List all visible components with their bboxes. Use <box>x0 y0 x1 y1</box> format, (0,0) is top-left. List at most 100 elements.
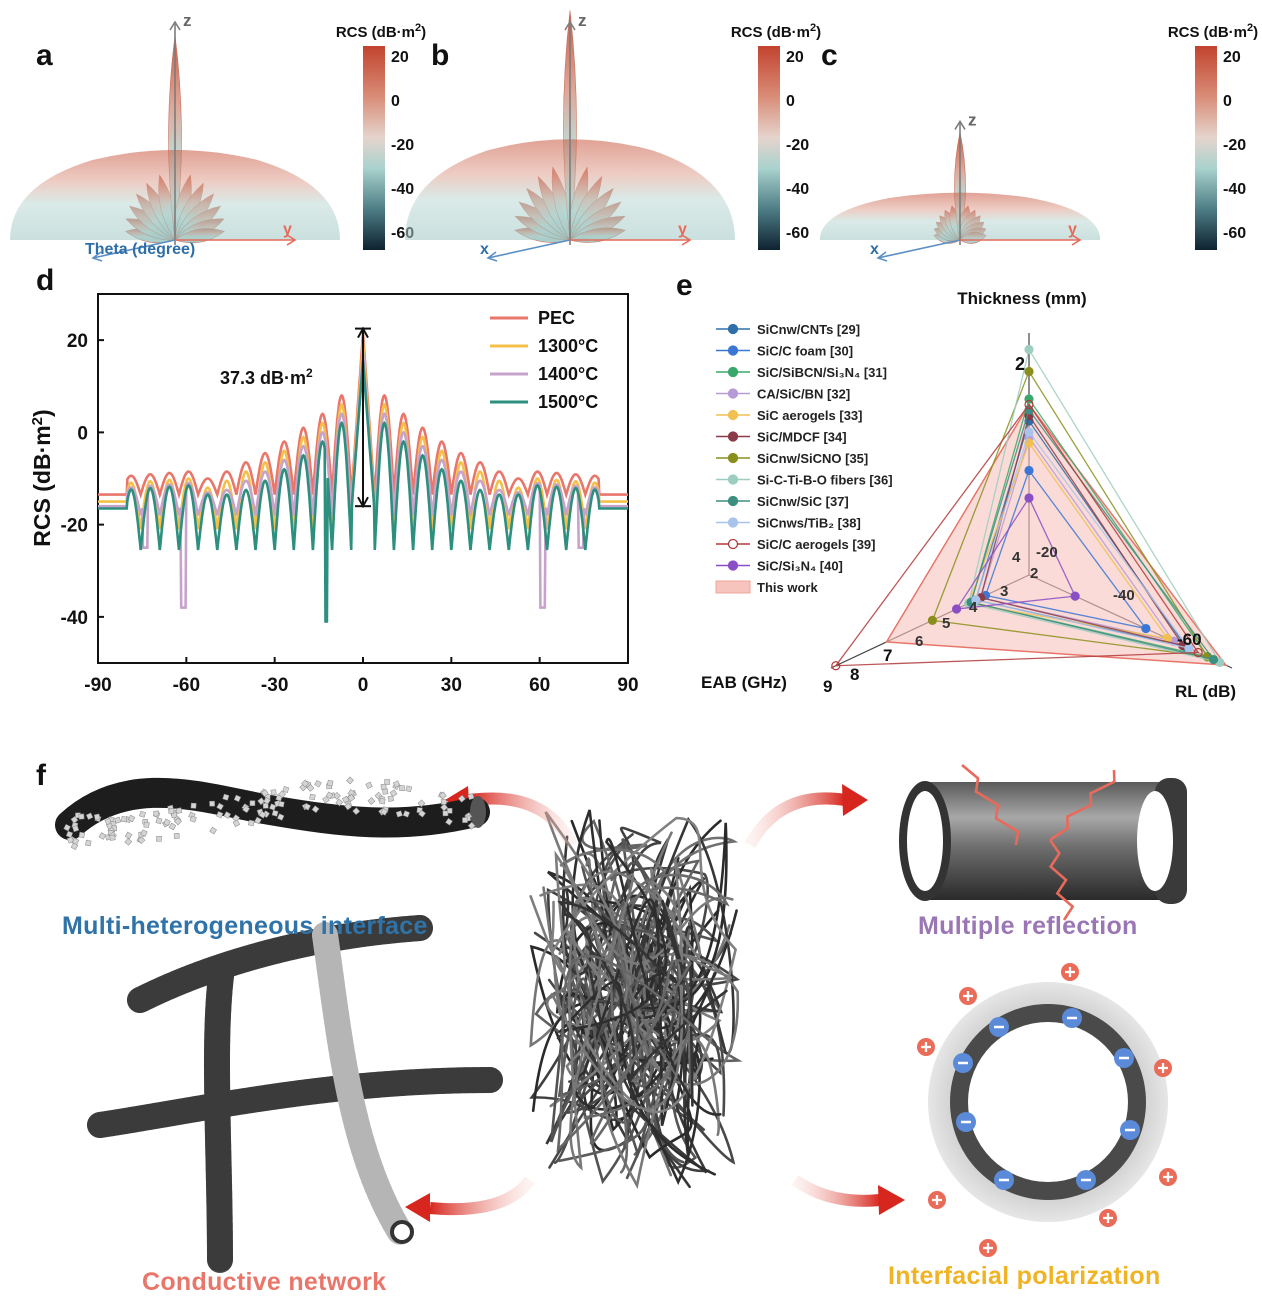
legend-swatch-marker <box>727 388 739 399</box>
nanoparticle <box>137 836 146 845</box>
nanoparticle <box>258 810 267 819</box>
radar-series-outline <box>967 347 1222 664</box>
y-tick-label: 20 <box>67 331 88 352</box>
colorbar-tick: 20 <box>391 49 409 66</box>
nanoparticle <box>301 779 309 788</box>
radar-series-outline <box>970 397 1209 658</box>
radar-legend: SiCnw/CNTs [29] SiC/C foam [30] SiC/SiBCN/… <box>715 322 893 595</box>
legend-swatch-marker <box>727 366 739 378</box>
colorbar-tick: -40 <box>391 181 414 198</box>
z-axis-arrow <box>169 20 181 31</box>
nanowire <box>550 816 738 1114</box>
rcs-3d-patterns: a z y Theta (degree) RCS (dB·m2) 20 0 -20 -40 -60… <box>10 10 1258 262</box>
y-tick-label: -20 <box>61 516 88 537</box>
colorbar-tick: -60 <box>786 225 809 242</box>
legend-label: SiC/C foam [30] <box>757 344 853 359</box>
colorbar <box>758 46 780 250</box>
nanoparticle <box>395 810 403 818</box>
nanoparticle <box>222 793 230 801</box>
legend-swatch-marker <box>727 452 739 464</box>
z-axis-arrow <box>954 119 966 130</box>
legend-swatch-marker <box>727 538 739 550</box>
nanoparticle <box>232 819 241 827</box>
axis-ticks: -90 -60 -30 0 30 60 90 20 0 -20 -40 <box>61 331 639 696</box>
y-axis-label: y <box>283 221 292 238</box>
nanoparticle <box>257 797 266 806</box>
tube-body <box>925 782 1170 900</box>
x-tick-label: -60 <box>173 675 200 696</box>
legend-label: SiC/C aerogels [39] <box>757 537 876 552</box>
caption-multiple-reflection: Multiple reflection <box>918 912 1138 940</box>
nanoparticle <box>322 795 330 804</box>
colorbar-title: RCS (dB·m2) <box>731 22 821 41</box>
nanoparticle <box>78 813 85 820</box>
nanoparticle <box>98 832 107 840</box>
conductive-network-art <box>87 915 503 1273</box>
y-tick-label: 0 <box>77 423 88 444</box>
heterogeneous-nanowire <box>55 776 490 851</box>
arrow-head <box>878 1185 905 1215</box>
nanoparticle <box>278 790 287 799</box>
radar-point <box>1024 344 1034 355</box>
radar-point <box>927 615 938 625</box>
thickness-tick: 4 <box>1012 549 1021 566</box>
schematic-art <box>55 764 1187 1273</box>
nanowire <box>557 837 722 1176</box>
x-tick-label: -90 <box>84 675 111 696</box>
colorbar-tick: -20 <box>1223 137 1246 154</box>
y-tick-label: -40 <box>61 608 88 629</box>
nanoparticle <box>440 803 449 812</box>
nanoparticle <box>175 807 183 814</box>
legend-label: SiCnw/CNTs [29] <box>757 322 860 337</box>
nanoparticle <box>389 789 398 797</box>
nanoparticle <box>70 842 79 851</box>
nanoparticle <box>153 810 160 817</box>
radar-point <box>1024 399 1034 410</box>
radar-point <box>971 595 981 605</box>
nanoparticle <box>72 825 80 833</box>
chart-legend: PEC 1300°C 1400°C 1500°C <box>490 308 598 412</box>
nanoparticle <box>399 785 406 792</box>
nanoparticle <box>127 814 136 823</box>
nanoparticle <box>387 795 395 802</box>
arrow-to-polarization <box>791 1175 881 1207</box>
panel-label-a: a <box>36 39 53 72</box>
radar-series-outline <box>834 403 1200 667</box>
nanoparticle <box>209 800 215 807</box>
nanowire <box>583 873 730 1174</box>
radar-axis-label-rl: RL (dB) <box>1175 682 1236 701</box>
legend-swatch-marker <box>727 495 739 507</box>
caption-conductive-network: Conductive network <box>142 1268 387 1296</box>
x-axis-arrow <box>876 251 888 262</box>
radar-point <box>1141 623 1151 634</box>
colorbar-tick: 20 <box>1223 49 1241 66</box>
nanoparticle <box>190 802 197 809</box>
nanoparticle <box>189 815 197 823</box>
nanoparticle <box>155 817 163 825</box>
caption-multi-heterogeneous-interface: Multi-heterogeneous interface <box>62 912 428 940</box>
nanoparticle <box>249 800 256 806</box>
nanoparticle <box>262 802 269 809</box>
nanoparticle <box>168 808 175 814</box>
difference-annotation: 37.3 dB·m2 <box>220 326 371 509</box>
nanoparticle <box>314 779 322 788</box>
thickness-tick: 2 <box>1015 354 1025 374</box>
z-axis-label: z <box>968 110 977 129</box>
incident-wave <box>961 764 1020 846</box>
nanoparticle <box>70 815 79 824</box>
colorbar-tick: 0 <box>1223 93 1232 110</box>
nanoparticle <box>392 780 401 788</box>
x-axis-arrow <box>486 251 498 262</box>
colorbar-tick: -20 <box>391 137 414 154</box>
nanoparticle <box>445 817 453 826</box>
tube-right-hole <box>1137 791 1173 891</box>
nanoparticle <box>457 794 466 803</box>
colorbar-tick: -20 <box>786 137 809 154</box>
z-axis-label: z <box>183 11 192 30</box>
nanoparticle <box>380 783 387 790</box>
radar-series-outline <box>970 408 1216 661</box>
nanoparticle <box>156 836 162 842</box>
x-axis-label: x <box>480 241 489 258</box>
